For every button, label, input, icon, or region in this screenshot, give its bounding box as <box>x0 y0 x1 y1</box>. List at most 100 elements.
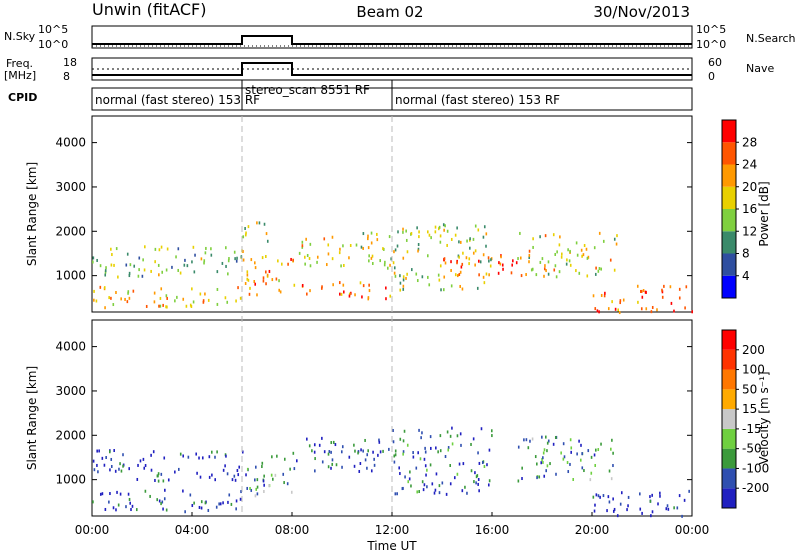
colorbar-swatch <box>722 448 736 469</box>
colorbar-swatch <box>722 186 736 209</box>
range-time-cell <box>219 502 222 506</box>
range-time-cell <box>216 270 219 274</box>
range-time-cell <box>382 449 384 453</box>
range-time-cell <box>176 295 178 299</box>
range-time-cell <box>439 434 442 438</box>
range-time-cell <box>271 455 273 459</box>
range-time-cell <box>174 470 176 474</box>
range-time-cell <box>421 480 424 484</box>
range-time-cell <box>545 269 547 273</box>
range-time-cell <box>222 468 225 472</box>
range-time-cell <box>254 282 257 286</box>
range-time-cell <box>110 457 113 461</box>
range-time-cell <box>118 467 120 471</box>
range-time-cell <box>565 262 568 266</box>
range-time-cell <box>438 278 441 282</box>
range-time-cell <box>545 469 547 473</box>
range-time-cell <box>485 232 488 236</box>
range-time-cell <box>263 483 265 487</box>
colorbar-tick-label: 200 <box>742 343 765 357</box>
range-time-cell <box>330 466 332 470</box>
range-time-cell <box>104 269 107 273</box>
range-time-cell <box>681 514 683 518</box>
range-time-cell <box>207 298 210 302</box>
range-time-cell <box>360 245 363 249</box>
velocity-panel: 1000 2000 3000 4000 <box>55 319 693 518</box>
range-time-cell <box>127 291 129 295</box>
range-time-cell <box>678 287 681 291</box>
range-time-cell <box>477 451 479 455</box>
range-time-cell <box>636 284 639 288</box>
range-time-cell <box>450 284 453 288</box>
x-tick-label: 20:00 <box>575 523 610 537</box>
range-time-cell <box>580 443 582 447</box>
range-time-cell <box>303 255 306 259</box>
y-label-bottom: Slant Range [km] <box>25 366 39 470</box>
range-time-cell <box>109 492 111 496</box>
range-time-cell <box>443 257 446 261</box>
range-time-cell <box>531 437 534 441</box>
range-time-cell <box>592 495 595 499</box>
colorbar-swatch <box>722 231 736 254</box>
range-time-cell <box>651 510 654 514</box>
range-time-cell <box>117 275 119 279</box>
range-time-cell <box>256 221 258 225</box>
range-time-cell <box>240 490 242 494</box>
range-time-cell <box>129 501 131 505</box>
range-time-cell <box>549 462 551 466</box>
range-time-cell <box>433 491 436 495</box>
range-time-cell <box>612 464 614 468</box>
range-time-cell <box>616 514 619 518</box>
range-time-cell <box>161 270 164 274</box>
y-tick-label: 4000 <box>55 340 86 354</box>
range-time-cell <box>421 275 424 279</box>
colorbar-tick-label: 16 <box>742 202 757 216</box>
range-time-cell <box>385 297 387 301</box>
range-time-cell <box>418 490 420 494</box>
range-time-cell <box>598 310 600 314</box>
range-time-cell <box>480 427 483 431</box>
range-time-cell <box>555 275 558 279</box>
range-time-cell <box>104 507 107 511</box>
range-time-cell <box>360 448 362 452</box>
range-time-cell <box>666 504 669 508</box>
range-time-cell <box>587 449 590 453</box>
colorbar-swatch <box>722 369 736 390</box>
range-time-cell <box>353 443 355 447</box>
range-time-cell <box>459 432 462 436</box>
range-time-cell <box>541 457 543 461</box>
range-time-cell <box>434 225 437 229</box>
range-time-cell <box>651 305 654 309</box>
range-time-cell <box>276 454 278 458</box>
range-time-cell <box>179 271 182 275</box>
range-time-cell <box>541 257 544 261</box>
range-time-cell <box>256 492 259 496</box>
colorbar-tick-label: -15 <box>742 422 762 436</box>
range-time-cell <box>429 435 432 439</box>
range-time-cell <box>150 468 153 472</box>
range-time-cell <box>163 497 166 501</box>
cpid-segment-1: normal (fast stereo) 153 RF <box>95 93 260 107</box>
range-time-cell <box>247 225 250 229</box>
range-time-cell <box>485 244 487 248</box>
range-time-cell <box>528 253 531 257</box>
range-time-cell <box>439 234 442 238</box>
range-time-cell <box>239 296 242 300</box>
range-time-cell <box>120 469 123 473</box>
range-time-cell <box>475 481 477 485</box>
log-bottom-label: 10^0 <box>38 38 68 51</box>
range-time-cell <box>382 247 385 251</box>
range-time-cell <box>122 453 124 457</box>
range-time-cell <box>406 443 409 447</box>
range-time-cell <box>154 478 156 482</box>
range-time-cell <box>263 474 265 478</box>
range-time-cell <box>331 458 334 462</box>
range-time-cell <box>92 256 95 260</box>
nave-label: Nave <box>746 62 774 75</box>
range-time-cell <box>328 450 331 454</box>
range-time-cell <box>547 260 550 264</box>
range-time-cell <box>144 464 147 468</box>
range-time-cell <box>545 435 547 439</box>
range-time-cell <box>156 498 159 502</box>
range-time-cell <box>649 499 652 503</box>
